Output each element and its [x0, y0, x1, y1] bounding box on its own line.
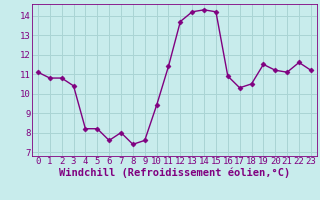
X-axis label: Windchill (Refroidissement éolien,°C): Windchill (Refroidissement éolien,°C)	[59, 168, 290, 178]
